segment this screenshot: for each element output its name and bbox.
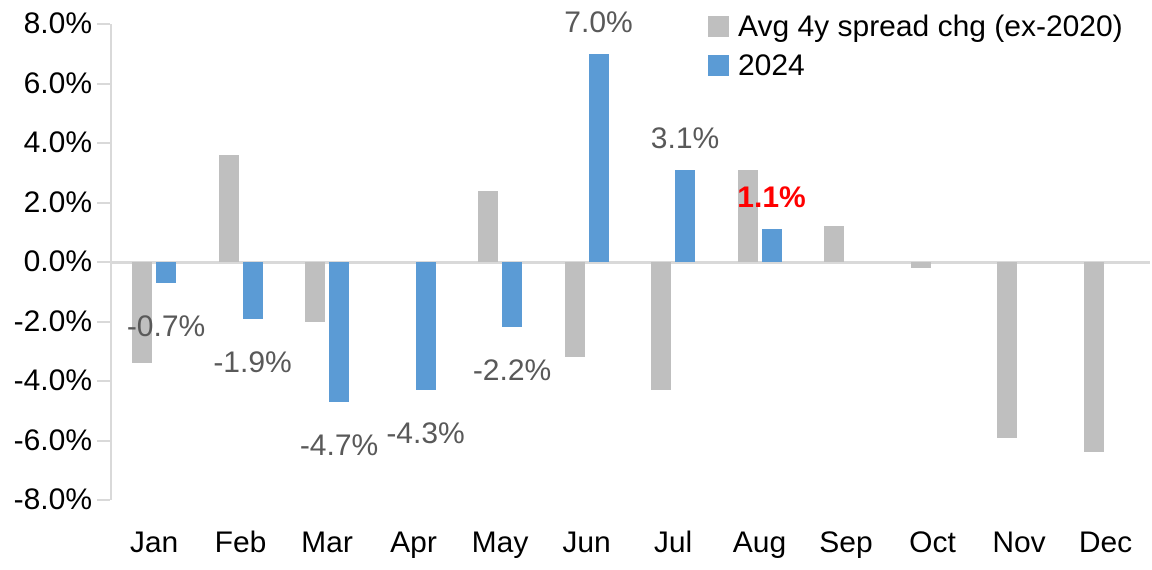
x-axis-label-apr: Apr — [390, 526, 437, 559]
y-tick — [97, 82, 110, 85]
legend-label-avg-series: Avg 4y spread chg (ex-2020) — [738, 9, 1123, 43]
y-axis-tick-label: 4.0% — [23, 126, 92, 159]
bar-2024-apr — [415, 262, 436, 390]
y-axis-tick-label: 6.0% — [23, 66, 92, 100]
bar-2024-may — [502, 262, 522, 328]
x-axis-label-mar: Mar — [301, 526, 353, 559]
bar-avg-may — [478, 190, 498, 262]
x-axis-label-aug: Aug — [732, 526, 787, 559]
data-label-apr: -4.3% — [386, 416, 465, 450]
legend-label-2024-series: 2024 — [738, 48, 805, 82]
bar-avg-dec — [1083, 262, 1104, 453]
bar-2024-jul — [675, 169, 695, 262]
legend-item-avg-series: Avg 4y spread chg (ex-2020) — [708, 10, 1123, 43]
y-axis-tick-label: -6.0% — [13, 423, 92, 457]
x-axis-label-dec: Dec — [1078, 526, 1133, 559]
bar-avg-feb — [218, 154, 239, 262]
bar-avg-sep — [824, 226, 844, 262]
legend-item-2024-series: 2024 — [708, 49, 1123, 82]
data-label-mar: -4.7% — [299, 428, 379, 462]
bar-2024-feb — [242, 262, 263, 319]
y-axis-tick-label: -8.0% — [13, 483, 92, 516]
x-axis-label-jun: Jun — [562, 526, 611, 559]
y-axis-tick-label: 8.0% — [23, 7, 92, 40]
y-axis-tick-label: -4.0% — [13, 364, 92, 397]
bar-2024-jan — [156, 262, 176, 283]
x-axis-label-sep: Sep — [819, 526, 873, 559]
bar-2024-mar — [329, 262, 349, 402]
bar-avg-jul — [651, 262, 671, 390]
data-label-jan: -0.7% — [126, 309, 206, 343]
y-axis-tick-label: -2.0% — [13, 304, 92, 338]
bar-2024-jun — [588, 53, 609, 262]
bar-avg-jan — [132, 262, 152, 364]
bar-avg-mar — [305, 262, 325, 322]
zero-gridline — [110, 260, 1150, 264]
bar-avg-oct — [910, 262, 931, 268]
bar-avg-jun — [564, 262, 585, 358]
y-tick — [97, 201, 110, 204]
legend-swatch-blue — [708, 55, 729, 76]
x-axis-label-may: May — [471, 526, 529, 559]
x-axis-label-jul: Jul — [653, 526, 693, 559]
x-axis-label-nov: Nov — [992, 526, 1046, 559]
x-axis-label-feb: Feb — [214, 526, 267, 559]
y-tick — [97, 142, 110, 144]
data-label-jun: 7.0% — [564, 5, 633, 39]
y-tick — [97, 320, 110, 323]
y-axis-tick-label: 2.0% — [23, 185, 92, 219]
y-tick — [97, 499, 110, 501]
y-axis-tick-label: 0.0% — [23, 245, 92, 278]
y-tick — [97, 23, 110, 25]
y-tick — [97, 261, 110, 263]
data-label-may: -2.2% — [472, 354, 552, 388]
y-tick — [97, 439, 110, 442]
bar-2024-aug — [761, 229, 782, 262]
legend: Avg 4y spread chg (ex-2020) 2024 — [708, 10, 1123, 88]
bar-avg-aug — [737, 169, 758, 262]
data-label-aug: 1.1% — [737, 181, 806, 215]
data-label-jul: 3.1% — [650, 121, 720, 155]
y-tick — [97, 380, 110, 382]
x-axis-label-oct: Oct — [909, 526, 956, 559]
legend-swatch-gray — [708, 16, 729, 37]
x-axis-label-jan: Jan — [129, 526, 179, 559]
bar-avg-nov — [997, 262, 1017, 438]
data-label-feb: -1.9% — [213, 345, 292, 379]
